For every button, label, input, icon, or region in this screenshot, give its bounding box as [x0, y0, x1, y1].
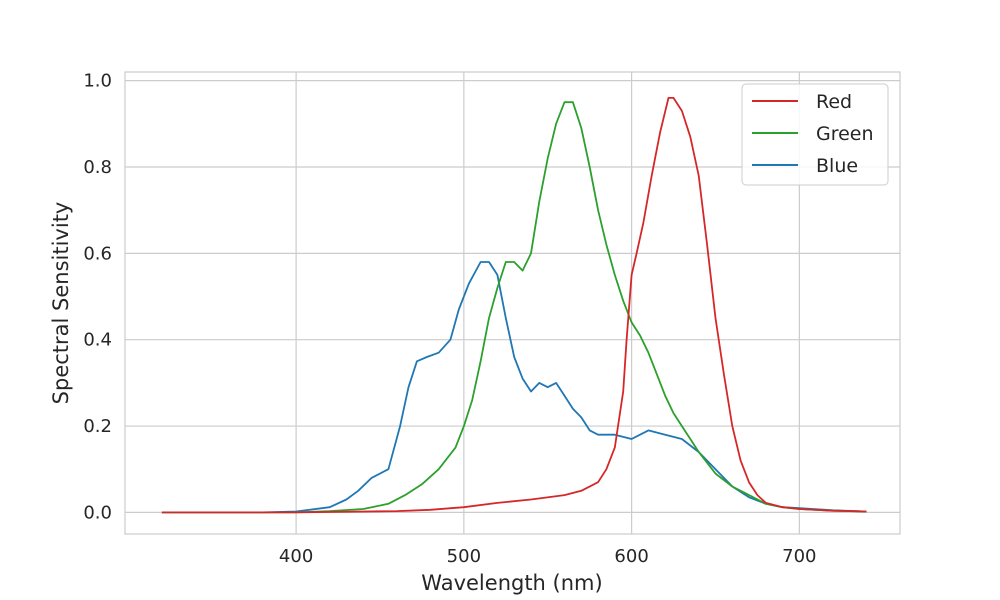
grid-layer [125, 72, 900, 534]
series-line-blue [161, 261, 867, 514]
plot-frame [124, 71, 901, 535]
legend-entries: Red Green Blue [752, 91, 874, 177]
legend-label-red: Red [816, 91, 852, 113]
y-tick-label: 1.0 [83, 71, 112, 92]
legend-label-green: Green [816, 123, 874, 145]
x-tick-label: 600 [614, 546, 648, 567]
x-tick-label: 400 [279, 546, 313, 567]
legend-box [741, 83, 889, 186]
series-line-red [161, 97, 867, 514]
y-tick-label: 0.2 [83, 416, 112, 437]
y-axis-label: Spectral Sensitivity [49, 202, 73, 405]
legend-label-blue: Blue [816, 155, 858, 177]
y-tick-label: 0.6 [83, 243, 112, 264]
x-tick-label: 500 [447, 546, 481, 567]
x-tick-label: 700 [782, 546, 816, 567]
y-tick-label: 0.8 [83, 157, 112, 178]
series-line-green [161, 101, 867, 514]
y-tick-label: 0.4 [83, 330, 112, 351]
x-axis-label: Wavelength (nm) [421, 571, 602, 595]
series-layer [161, 97, 867, 514]
legend: Red Green Blue [741, 83, 889, 186]
x-tick-labels: 400 500 600 700 [279, 546, 817, 567]
y-tick-labels: 0.0 0.2 0.4 0.6 0.8 1.0 [83, 71, 112, 524]
y-tick-label: 0.0 [83, 502, 112, 523]
